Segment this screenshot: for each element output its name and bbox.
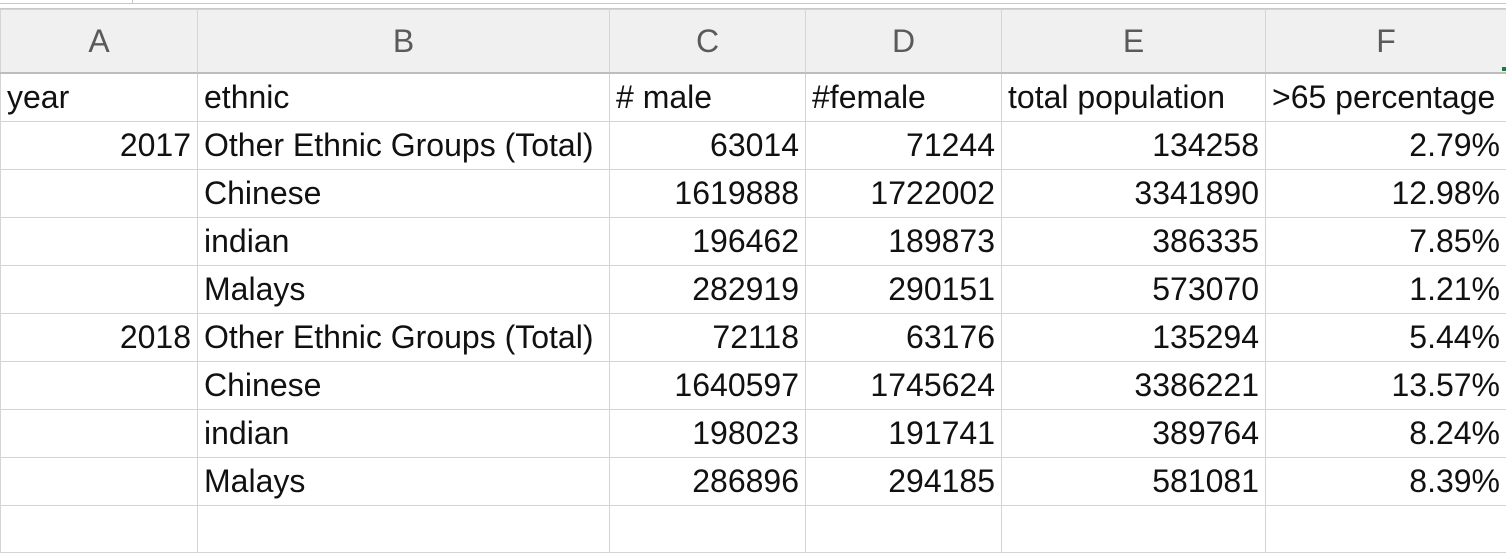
cell[interactable] [1, 506, 198, 553]
cell[interactable] [1, 458, 198, 506]
cell[interactable]: 389764 [1002, 410, 1266, 458]
cell[interactable]: #female [806, 73, 1002, 122]
cell[interactable]: 1722002 [806, 170, 1002, 218]
cell[interactable]: 1640597 [610, 362, 806, 410]
cell[interactable]: 573070 [1002, 266, 1266, 314]
empty-row [1, 506, 1506, 553]
cell[interactable]: # male [610, 73, 806, 122]
cell[interactable]: 13.57% [1266, 362, 1506, 410]
cell[interactable]: 2.79% [1266, 122, 1506, 170]
cell[interactable] [806, 506, 1002, 553]
cell[interactable]: 191741 [806, 410, 1002, 458]
cell[interactable]: indian [198, 218, 610, 266]
header-data-row: year ethnic # male #female total populat… [1, 73, 1506, 122]
cell[interactable]: 135294 [1002, 314, 1266, 362]
column-header-row: A B C D E F [1, 10, 1506, 74]
cell[interactable]: 286896 [610, 458, 806, 506]
cell[interactable]: 5.44% [1266, 314, 1506, 362]
cell[interactable]: 1745624 [806, 362, 1002, 410]
cell[interactable] [610, 506, 806, 553]
cell[interactable]: 282919 [610, 266, 806, 314]
cell[interactable]: Other Ethnic Groups (Total) [198, 314, 610, 362]
column-header-a[interactable]: A [1, 10, 198, 74]
table-row: indian 196462 189873 386335 7.85% [1, 218, 1506, 266]
cell[interactable]: 63176 [806, 314, 1002, 362]
cell[interactable] [1, 218, 198, 266]
cell[interactable]: ethnic [198, 73, 610, 122]
column-header-c[interactable]: C [610, 10, 806, 74]
cell[interactable]: 198023 [610, 410, 806, 458]
cell[interactable] [1, 266, 198, 314]
cell[interactable]: 12.98% [1266, 170, 1506, 218]
cell[interactable]: 3386221 [1002, 362, 1266, 410]
cell[interactable]: >65 percentage [1266, 73, 1506, 122]
cell[interactable] [1, 410, 198, 458]
table-row: Malays 286896 294185 581081 8.39% [1, 458, 1506, 506]
cell[interactable]: 71244 [806, 122, 1002, 170]
selection-marker [1502, 67, 1506, 71]
cell[interactable]: 2017 [1, 122, 198, 170]
cell[interactable]: 1.21% [1266, 266, 1506, 314]
cell[interactable]: indian [198, 410, 610, 458]
cell[interactable]: total population [1002, 73, 1266, 122]
column-header-d[interactable]: D [806, 10, 1002, 74]
cell[interactable]: Malays [198, 266, 610, 314]
spreadsheet-grid: A B C D E F year ethnic # male #female t… [0, 9, 1506, 553]
cell[interactable] [198, 506, 610, 553]
cell[interactable] [1002, 506, 1266, 553]
cell[interactable]: 8.39% [1266, 458, 1506, 506]
cell[interactable]: 1619888 [610, 170, 806, 218]
cell[interactable]: year [1, 73, 198, 122]
cell[interactable]: 7.85% [1266, 218, 1506, 266]
cell[interactable] [1, 170, 198, 218]
cell[interactable]: 134258 [1002, 122, 1266, 170]
table-row: Malays 282919 290151 573070 1.21% [1, 266, 1506, 314]
cell[interactable]: 72118 [610, 314, 806, 362]
column-header-b[interactable]: B [198, 10, 610, 74]
column-header-e[interactable]: E [1002, 10, 1266, 74]
table-row: indian 198023 191741 389764 8.24% [1, 410, 1506, 458]
cell[interactable]: 196462 [610, 218, 806, 266]
cell[interactable]: 3341890 [1002, 170, 1266, 218]
cell[interactable]: Chinese [198, 362, 610, 410]
cell[interactable]: 386335 [1002, 218, 1266, 266]
cell[interactable]: 189873 [806, 218, 1002, 266]
cell[interactable]: 8.24% [1266, 410, 1506, 458]
table-row: 2018 Other Ethnic Groups (Total) 72118 6… [1, 314, 1506, 362]
cell[interactable]: 2018 [1, 314, 198, 362]
cell[interactable] [1266, 506, 1506, 553]
cell[interactable]: 581081 [1002, 458, 1266, 506]
cell[interactable]: 290151 [806, 266, 1002, 314]
cell[interactable]: Other Ethnic Groups (Total) [198, 122, 610, 170]
cell[interactable]: Chinese [198, 170, 610, 218]
cell[interactable] [1, 362, 198, 410]
column-header-f[interactable]: F [1266, 10, 1506, 74]
cell[interactable]: 294185 [806, 458, 1002, 506]
table-row: Chinese 1619888 1722002 3341890 12.98% [1, 170, 1506, 218]
table-row: Chinese 1640597 1745624 3386221 13.57% [1, 362, 1506, 410]
cell[interactable]: Malays [198, 458, 610, 506]
cell[interactable]: 63014 [610, 122, 806, 170]
table-row: 2017 Other Ethnic Groups (Total) 63014 7… [1, 122, 1506, 170]
